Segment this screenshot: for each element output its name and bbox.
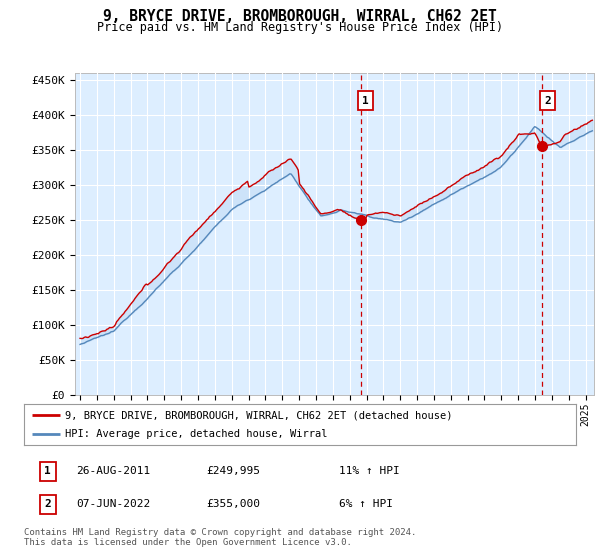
Text: 07-JUN-2022: 07-JUN-2022 <box>76 500 151 509</box>
Text: 2: 2 <box>44 500 51 509</box>
Text: £249,995: £249,995 <box>206 466 260 476</box>
Text: 11% ↑ HPI: 11% ↑ HPI <box>338 466 400 476</box>
Text: 9, BRYCE DRIVE, BROMBOROUGH, WIRRAL, CH62 2ET: 9, BRYCE DRIVE, BROMBOROUGH, WIRRAL, CH6… <box>103 9 497 24</box>
Text: HPI: Average price, detached house, Wirral: HPI: Average price, detached house, Wirr… <box>65 429 328 439</box>
Text: Price paid vs. HM Land Registry's House Price Index (HPI): Price paid vs. HM Land Registry's House … <box>97 21 503 34</box>
Text: Contains HM Land Registry data © Crown copyright and database right 2024.
This d: Contains HM Land Registry data © Crown c… <box>24 528 416 548</box>
Text: 9, BRYCE DRIVE, BROMBOROUGH, WIRRAL, CH62 2ET (detached house): 9, BRYCE DRIVE, BROMBOROUGH, WIRRAL, CH6… <box>65 410 453 421</box>
Text: 6% ↑ HPI: 6% ↑ HPI <box>338 500 392 509</box>
Text: £355,000: £355,000 <box>206 500 260 509</box>
Text: 2: 2 <box>544 96 551 106</box>
Text: 1: 1 <box>362 96 369 106</box>
Text: 26-AUG-2011: 26-AUG-2011 <box>76 466 151 476</box>
Text: 1: 1 <box>44 466 51 476</box>
